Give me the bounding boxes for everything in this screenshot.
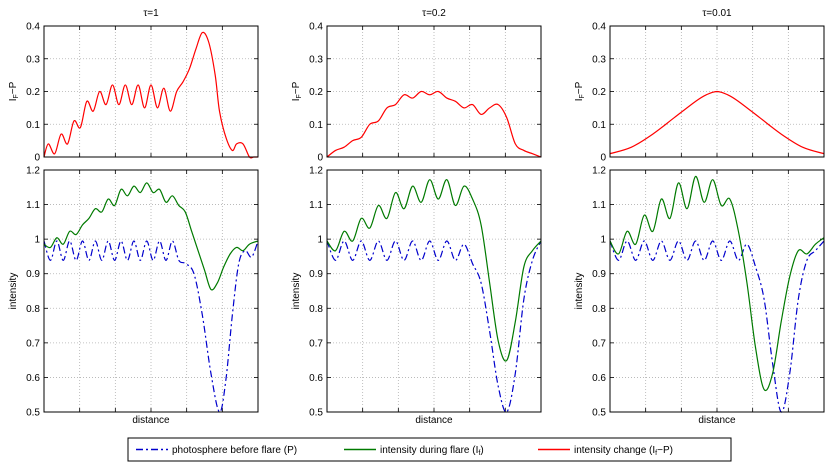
y-tick-label: 0.5 xyxy=(26,408,40,419)
series-line-change xyxy=(43,31,258,159)
y-tick-label: 0.6 xyxy=(592,373,606,384)
y-axis-label: intensity xyxy=(8,273,19,310)
panel-top-1: 0 0.1 0.2 0.3 0.4 τ=1 IF−P xyxy=(8,8,259,164)
panel-top-3: 0 0.1 0.2 0.3 0.4 τ=0.01 IF−P xyxy=(574,8,825,164)
axes-frame xyxy=(609,25,825,158)
y-tick-label: 0.5 xyxy=(309,408,323,419)
y-tick-label: 0.1 xyxy=(309,120,323,131)
series-line-change xyxy=(326,90,542,158)
panels-layer: 0 0.1 0.2 0.3 0.4 τ=1 IF−P 0 0.1 0.2 0.3 0.4 τ=0.2 IF… xyxy=(8,8,825,426)
series-line-flare xyxy=(609,175,825,392)
y-axis-label: IF−P xyxy=(8,81,20,101)
axes-frame xyxy=(609,169,825,413)
x-axis-label: distance xyxy=(415,415,453,426)
y-tick-label: 0.6 xyxy=(26,373,40,384)
legend-label-flare: intensity during flare (If) xyxy=(380,445,484,457)
series-line-flare xyxy=(326,179,542,362)
panel-bottom-2: 0.5 0.6 0.7 0.8 0.9 1 1.1 1.2 intensity distance xyxy=(291,166,542,426)
panel-bottom-3: 0.5 0.6 0.7 0.8 0.9 1 1.1 1.2 intensity distance xyxy=(574,166,825,426)
y-tick-label: 1 xyxy=(34,235,40,246)
y-tick-label: 1.1 xyxy=(26,200,40,211)
legend-label-photosphere: photosphere before flare (P) xyxy=(172,445,297,456)
legend-box xyxy=(127,437,732,462)
y-tick-label: 0 xyxy=(317,153,323,164)
y-tick-label: 1.2 xyxy=(26,166,40,177)
y-tick-label: 1.1 xyxy=(309,200,323,211)
y-tick-label: 1.2 xyxy=(309,166,323,177)
y-tick-label: 0.8 xyxy=(309,304,323,315)
y-tick-label: 0.3 xyxy=(26,54,40,65)
y-tick-label: 0.2 xyxy=(309,87,323,98)
panel-top-2: 0 0.1 0.2 0.3 0.4 τ=0.2 IF−P xyxy=(291,8,542,164)
y-tick-label: 1 xyxy=(600,235,606,246)
y-tick-label: 0.2 xyxy=(26,87,40,98)
y-tick-label: 0.5 xyxy=(592,408,606,419)
y-tick-label: 0.7 xyxy=(26,338,40,349)
y-tick-label: 0.3 xyxy=(309,54,323,65)
legend: photosphere before flare (P) intensity d… xyxy=(127,437,732,462)
y-tick-label: 0.4 xyxy=(309,22,323,33)
series-line-flare xyxy=(43,182,259,291)
y-tick-label: 0.6 xyxy=(309,373,323,384)
y-tick-label: 0.8 xyxy=(26,304,40,315)
series-line-photosphere xyxy=(609,240,825,413)
panel-title: τ=0.2 xyxy=(422,8,446,19)
series-line-photosphere xyxy=(43,240,259,413)
panel-title: τ=1 xyxy=(143,8,159,19)
y-axis-label: IF−P xyxy=(574,81,586,101)
series-line-photosphere xyxy=(326,240,542,413)
panel-title: τ=0.01 xyxy=(702,8,732,19)
y-tick-label: 0.4 xyxy=(26,22,40,33)
axes-frame xyxy=(43,25,259,158)
y-tick-label: 0.9 xyxy=(309,269,323,280)
series-line-change xyxy=(609,90,825,155)
y-axis-label: IF−P xyxy=(291,81,303,101)
y-axis-label: intensity xyxy=(291,273,302,310)
y-tick-label: 0.1 xyxy=(592,120,606,131)
panel-bottom-1: 0.5 0.6 0.7 0.8 0.9 1 1.1 1.2 intensity distance xyxy=(8,166,259,426)
y-tick-label: 0.9 xyxy=(592,269,606,280)
legend-label-change: intensity change (If−P) xyxy=(574,445,673,457)
axes-frame xyxy=(43,169,259,413)
y-tick-label: 0.7 xyxy=(592,338,606,349)
y-tick-label: 0.4 xyxy=(592,22,606,33)
y-tick-label: 0.2 xyxy=(592,87,606,98)
axes-frame xyxy=(326,169,542,413)
axes-frame xyxy=(326,25,542,158)
y-tick-label: 0.1 xyxy=(26,120,40,131)
y-axis-label: intensity xyxy=(574,273,585,310)
y-tick-label: 0.7 xyxy=(309,338,323,349)
y-tick-label: 0.9 xyxy=(26,269,40,280)
x-axis-label: distance xyxy=(698,415,736,426)
y-tick-label: 0.3 xyxy=(592,54,606,65)
y-tick-label: 0 xyxy=(34,153,40,164)
y-tick-label: 0 xyxy=(600,153,606,164)
y-tick-label: 1.2 xyxy=(592,166,606,177)
y-tick-label: 1.1 xyxy=(592,200,606,211)
x-axis-label: distance xyxy=(132,415,170,426)
y-tick-label: 1 xyxy=(317,235,323,246)
y-tick-label: 0.8 xyxy=(592,304,606,315)
